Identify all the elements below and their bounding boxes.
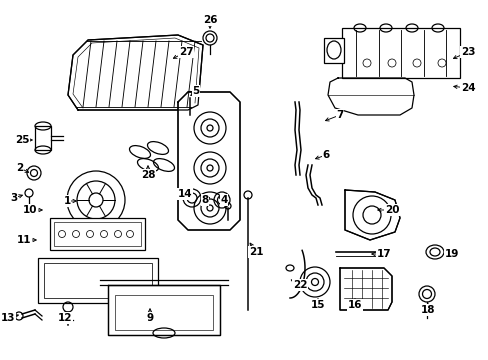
Bar bbox=[38, 258, 158, 303]
Text: 13: 13 bbox=[1, 313, 15, 323]
Ellipse shape bbox=[418, 286, 434, 302]
Text: 26: 26 bbox=[203, 15, 217, 25]
Bar bbox=[44, 263, 152, 298]
Text: 9: 9 bbox=[146, 313, 153, 323]
Text: 12: 12 bbox=[58, 313, 72, 323]
Text: 5: 5 bbox=[192, 86, 199, 96]
Polygon shape bbox=[339, 268, 391, 310]
Text: 28: 28 bbox=[141, 170, 155, 180]
Ellipse shape bbox=[425, 245, 443, 259]
Text: 2: 2 bbox=[16, 163, 23, 173]
Text: 27: 27 bbox=[178, 47, 193, 57]
Text: 20: 20 bbox=[384, 205, 398, 215]
Text: 21: 21 bbox=[248, 247, 263, 257]
Ellipse shape bbox=[299, 267, 329, 297]
Bar bbox=[324, 38, 343, 63]
Text: 8: 8 bbox=[201, 195, 208, 205]
Bar bbox=[35, 126, 51, 150]
Polygon shape bbox=[345, 190, 399, 240]
Text: 7: 7 bbox=[336, 110, 343, 120]
Text: 19: 19 bbox=[444, 249, 458, 259]
Polygon shape bbox=[108, 285, 220, 335]
Bar bbox=[54, 222, 141, 246]
Text: 23: 23 bbox=[460, 47, 474, 57]
Bar bbox=[115, 295, 213, 330]
Text: 15: 15 bbox=[310, 300, 325, 310]
Text: 3: 3 bbox=[10, 193, 18, 203]
Text: 11: 11 bbox=[17, 235, 31, 245]
Text: 14: 14 bbox=[177, 189, 192, 199]
Text: 24: 24 bbox=[460, 83, 474, 93]
Text: 18: 18 bbox=[420, 305, 434, 315]
Polygon shape bbox=[68, 35, 203, 110]
Text: 16: 16 bbox=[347, 300, 362, 310]
Bar bbox=[341, 28, 459, 78]
Text: 22: 22 bbox=[292, 280, 306, 290]
Bar bbox=[50, 218, 145, 250]
Text: 1: 1 bbox=[63, 196, 70, 206]
Ellipse shape bbox=[67, 171, 125, 229]
Text: 10: 10 bbox=[23, 205, 37, 215]
Text: 17: 17 bbox=[376, 249, 390, 259]
Text: 25: 25 bbox=[15, 135, 29, 145]
Text: 6: 6 bbox=[322, 150, 329, 160]
Polygon shape bbox=[178, 92, 240, 230]
Text: 4: 4 bbox=[220, 195, 227, 205]
